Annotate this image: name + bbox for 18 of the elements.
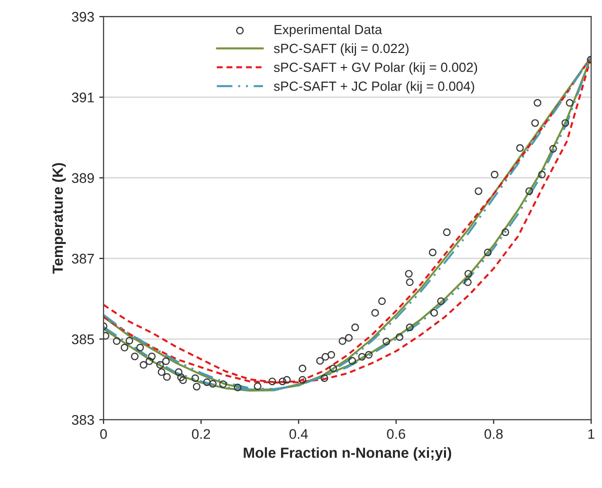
x-tick-label: 0 bbox=[100, 429, 107, 439]
y-tick-label: 383 bbox=[72, 415, 94, 425]
legend-label: sPC-SAFT (kij = 0.022) bbox=[274, 43, 409, 56]
x-axis-title: Mole Fraction n-Nonane (xi;yi) bbox=[244, 447, 452, 461]
x-tick-label: 0.8 bbox=[484, 429, 503, 439]
y-axis-title: Temperature (K) bbox=[52, 163, 66, 274]
x-tick-label: 1 bbox=[588, 429, 594, 439]
y-tick-label: 385 bbox=[72, 334, 94, 344]
y-tick-label: 393 bbox=[72, 12, 94, 22]
y-tick-label: 391 bbox=[72, 92, 94, 102]
x-tick-label: 0.4 bbox=[289, 429, 308, 439]
y-tick-label: 387 bbox=[72, 254, 94, 264]
x-tick-label: 0.2 bbox=[192, 429, 210, 439]
y-tick-label: 389 bbox=[72, 173, 94, 183]
legend-label: Experimental Data bbox=[274, 24, 382, 37]
x-tick-label: 0.6 bbox=[387, 429, 406, 439]
legend-label: sPC-SAFT + GV Polar (kij = 0.002) bbox=[274, 62, 478, 75]
legend-label: sPC-SAFT + JC Polar (kij = 0.004) bbox=[274, 81, 474, 94]
